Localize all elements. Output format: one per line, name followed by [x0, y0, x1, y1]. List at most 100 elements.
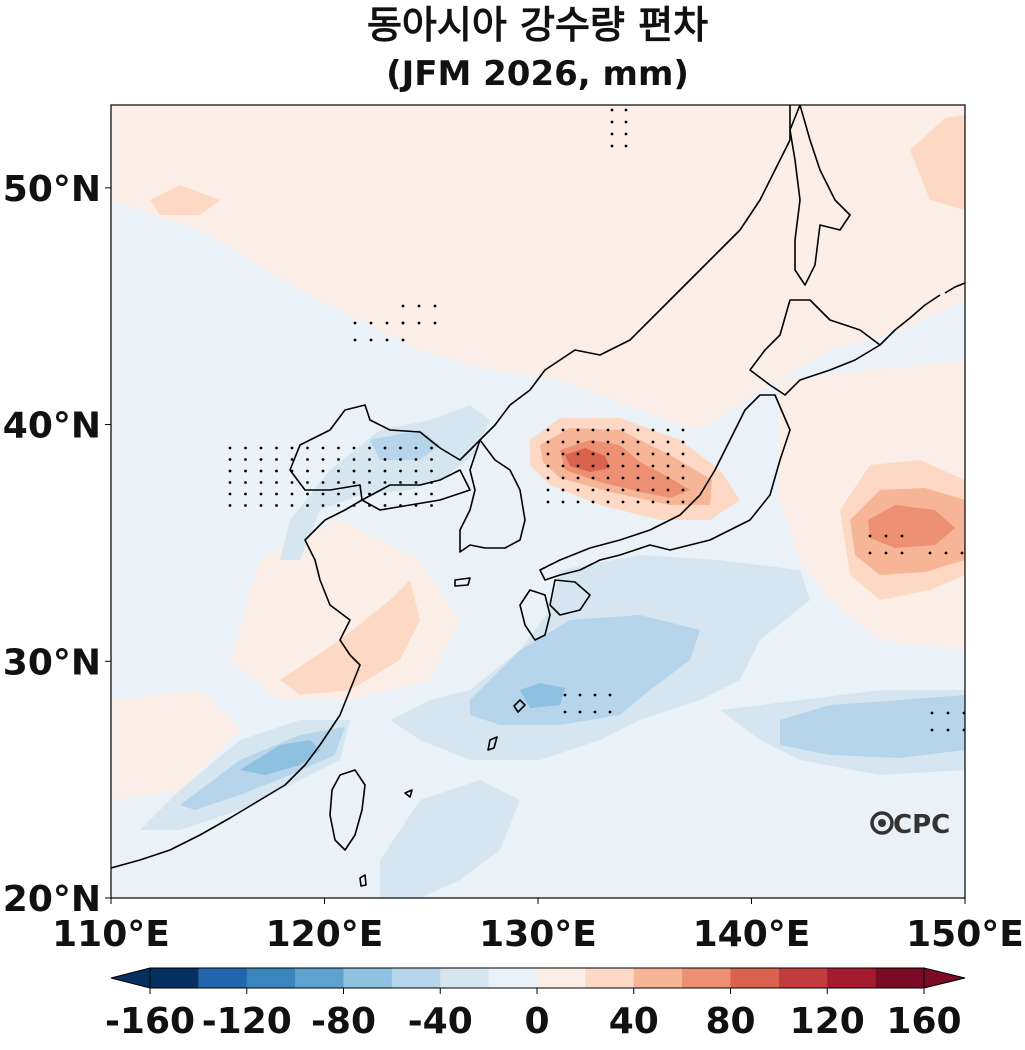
- colorbar-segment: [343, 968, 393, 988]
- stipple-dot: [399, 446, 402, 450]
- stipple-dot: [353, 338, 357, 342]
- stipple-dot: [576, 464, 580, 468]
- colorbar-label: -120: [202, 1001, 292, 1042]
- positive-light-northeast: [910, 115, 965, 210]
- stipple-dot: [306, 469, 309, 473]
- stipple-dot: [228, 504, 232, 507]
- stipple-dot: [621, 452, 625, 456]
- stipple-dot: [259, 492, 263, 496]
- stipple-dot: [430, 504, 433, 507]
- stipple-dot: [321, 458, 325, 461]
- stipple-dot: [681, 464, 685, 468]
- colorbar-segment: [391, 968, 441, 988]
- stipple-dot: [930, 711, 934, 715]
- colorbar-label: -40: [408, 1001, 473, 1042]
- stipple-dot: [275, 469, 278, 473]
- stipple-dot: [290, 492, 294, 496]
- colorbar-label: 40: [609, 1001, 659, 1042]
- stipple-dot: [337, 458, 340, 461]
- stipple-dot: [591, 440, 595, 444]
- stipple-dot: [228, 446, 232, 450]
- stipple-dot: [352, 492, 356, 496]
- stipple-dot: [430, 469, 433, 473]
- stipple-dot: [383, 504, 387, 507]
- cpc-logo-text: CPC: [893, 810, 950, 840]
- positive-light-northwest: [150, 185, 220, 215]
- stipple-dot: [624, 108, 628, 112]
- colorbar-segment: [295, 968, 344, 988]
- stipple-dot: [321, 492, 325, 496]
- stipple-dot: [399, 469, 402, 473]
- stipple-dot: [401, 338, 405, 342]
- stipple-dot: [259, 481, 263, 484]
- stipple-dot: [624, 132, 628, 136]
- stipple-dot: [681, 500, 685, 504]
- colorbar-segment: [440, 968, 490, 988]
- stipple-dot: [576, 440, 580, 444]
- stipple-dot: [681, 452, 685, 456]
- stipple-dot: [576, 476, 580, 480]
- stipple-dot: [337, 481, 340, 484]
- stipple-dot: [593, 710, 597, 714]
- colorbar-segment: [633, 968, 683, 988]
- x-tick-label: 110°E: [52, 914, 170, 955]
- stipple-dot: [546, 476, 550, 480]
- stipple-dot: [636, 476, 640, 480]
- stipple-dot: [321, 469, 325, 473]
- stipple-dot: [591, 452, 595, 456]
- stipple-dot: [337, 492, 340, 496]
- stipple-dot: [321, 481, 325, 484]
- stipple-dot: [228, 492, 232, 496]
- y-tick-label: 40°N: [3, 406, 101, 447]
- stipple-dot: [621, 488, 625, 492]
- stipple-dot: [275, 481, 278, 484]
- colorbar-segment: [682, 968, 731, 988]
- colorbar-extend-high: [923, 967, 966, 989]
- stipple-dot: [414, 481, 418, 484]
- stipple-dot: [399, 492, 402, 496]
- stipple-dot: [610, 144, 614, 148]
- stipple-dot: [651, 488, 655, 492]
- stipple-dot: [606, 488, 610, 492]
- stipple-dot: [606, 440, 610, 444]
- stipple-dot: [561, 440, 565, 444]
- stipple-dot: [401, 321, 405, 325]
- stipple-dot: [259, 469, 263, 473]
- stipple-dot: [610, 108, 614, 112]
- negative-anomaly-japan-south-core: [520, 683, 565, 708]
- positive-anomaly-pacific: [840, 460, 965, 600]
- positive-region-north: [111, 105, 965, 430]
- stipple-dot: [414, 469, 418, 473]
- stipple-dot: [944, 551, 948, 555]
- colorbar-label: 120: [790, 1001, 865, 1042]
- stipple-dot: [621, 428, 625, 432]
- stipple-dot: [368, 481, 371, 484]
- stipple-dot: [399, 458, 402, 461]
- stipple-dot: [930, 728, 934, 732]
- stipple-dot: [414, 446, 418, 450]
- colorbar-label: 0: [524, 1001, 549, 1042]
- stipple-dot: [546, 464, 550, 468]
- stipple-dot: [563, 693, 567, 697]
- stipple-dot: [306, 446, 309, 450]
- stipple-dot: [430, 446, 433, 450]
- stipple-dot: [884, 551, 888, 555]
- y-tick-label: 50°N: [3, 169, 101, 210]
- stipple-dot: [651, 440, 655, 444]
- stipple-dot: [546, 500, 550, 504]
- stipple-dot: [546, 488, 550, 492]
- stipple-dot: [868, 534, 872, 538]
- stipple-dot: [290, 504, 294, 507]
- stipple-dot: [433, 304, 437, 308]
- negative-anomaly-south: [380, 780, 520, 898]
- stipple-dot: [417, 304, 421, 308]
- stipple-dot: [369, 338, 373, 342]
- stipple-dot: [275, 504, 278, 507]
- stipple-dot: [430, 458, 433, 461]
- stipple-dot: [368, 446, 371, 450]
- stipple-dot: [244, 492, 247, 496]
- colorbar-segment: [150, 968, 199, 988]
- negative-anomaly-southeast-core: [780, 695, 965, 758]
- stipple-dot: [417, 321, 421, 325]
- stipple-dot: [593, 693, 597, 697]
